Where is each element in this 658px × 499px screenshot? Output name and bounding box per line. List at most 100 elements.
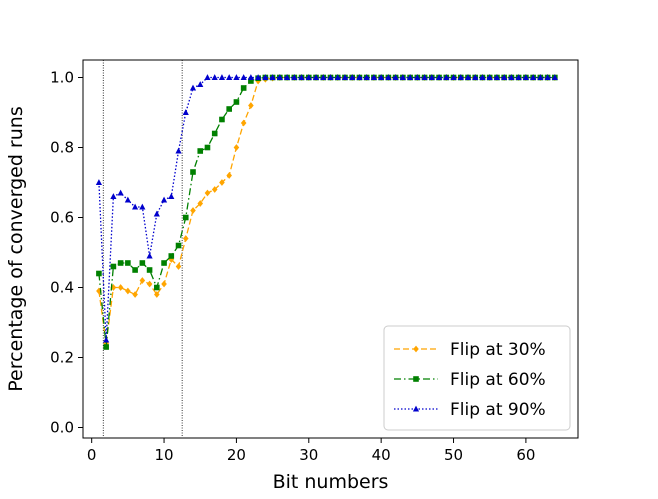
- data-point: [226, 74, 233, 81]
- series-1: [96, 74, 558, 347]
- data-point: [493, 74, 501, 81]
- data-point: [464, 74, 472, 81]
- data-point: [233, 99, 240, 105]
- data-point: [262, 74, 269, 81]
- data-point: [248, 78, 254, 84]
- data-point: [248, 102, 254, 109]
- data-point: [298, 74, 305, 81]
- data-point: [211, 186, 218, 193]
- data-point: [537, 74, 544, 81]
- data-point: [515, 74, 522, 81]
- data-point: [551, 74, 558, 81]
- series-line: [98, 76, 555, 348]
- data-point: [421, 74, 428, 81]
- data-point: [124, 196, 131, 203]
- data-point: [407, 74, 414, 81]
- y-axis-ticks: 0.0 0.2 0.4 0.6 0.8 1.0: [50, 69, 83, 437]
- reference-lines: [102, 60, 183, 438]
- data-point: [153, 210, 160, 217]
- y-tick-label: 1.0: [50, 69, 74, 87]
- data-point: [125, 260, 131, 266]
- legend-marker: [412, 405, 420, 412]
- data-point: [197, 81, 204, 88]
- data-point: [479, 74, 486, 81]
- series-line: [98, 76, 555, 344]
- data-point: [291, 74, 298, 81]
- data-point: [117, 260, 124, 266]
- data-point: [168, 193, 175, 200]
- data-point: [334, 74, 341, 81]
- data-point: [450, 74, 457, 81]
- data-point: [226, 172, 232, 179]
- data-point: [154, 291, 160, 298]
- data-point: [399, 74, 406, 81]
- data-point: [255, 74, 262, 81]
- x-axis-ticks: 0 10 20 30 40 50 60: [87, 438, 535, 464]
- y-axis-label: Percentage of converged runs: [5, 106, 27, 391]
- data-point: [160, 196, 168, 203]
- data-point: [219, 179, 225, 186]
- data-point: [240, 85, 247, 91]
- data-point: [96, 270, 102, 277]
- series-layer: [95, 74, 558, 350]
- data-point: [197, 148, 204, 154]
- x-tick-label: 30: [299, 446, 318, 464]
- data-point: [110, 193, 117, 200]
- data-point: [219, 116, 225, 123]
- data-point: [117, 189, 124, 196]
- data-point: [435, 74, 443, 81]
- x-tick-label: 40: [372, 446, 391, 464]
- data-point: [283, 74, 291, 81]
- data-point: [132, 203, 139, 210]
- data-point: [182, 214, 189, 221]
- data-point: [146, 252, 153, 259]
- legend-item: Flip at 90%: [394, 400, 546, 420]
- y-tick-label: 0.8: [50, 139, 74, 157]
- data-point: [132, 291, 138, 298]
- data-point: [154, 284, 160, 291]
- legend-label: Flip at 60%: [450, 370, 546, 390]
- data-point: [247, 74, 254, 81]
- data-point: [175, 242, 182, 249]
- y-tick-label: 0.4: [50, 279, 74, 297]
- data-point: [522, 74, 529, 81]
- data-point: [125, 287, 131, 295]
- data-point: [501, 74, 508, 81]
- data-point: [385, 74, 392, 81]
- data-point: [305, 74, 312, 81]
- data-point: [378, 74, 385, 81]
- data-point: [414, 74, 421, 81]
- data-point: [370, 74, 378, 81]
- data-point: [204, 144, 211, 151]
- data-point: [218, 74, 226, 81]
- legend-item: Flip at 30%: [394, 340, 546, 360]
- data-point: [190, 169, 196, 175]
- plot-frame: [82, 59, 579, 439]
- data-point: [233, 144, 240, 151]
- y-tick-label: 0.6: [50, 209, 74, 227]
- data-point: [392, 74, 399, 81]
- data-point: [204, 189, 211, 197]
- x-tick-label: 60: [516, 446, 535, 464]
- series-2: [96, 74, 558, 350]
- data-point: [189, 84, 197, 91]
- data-point: [175, 147, 182, 154]
- y-tick-label: 0.2: [50, 349, 74, 367]
- x-tick-label: 0: [87, 446, 97, 464]
- x-tick-label: 50: [444, 446, 463, 464]
- data-point: [182, 235, 189, 242]
- data-point: [139, 277, 146, 284]
- data-point: [486, 74, 493, 81]
- data-point: [190, 207, 196, 214]
- x-tick-label: 20: [227, 446, 246, 464]
- data-point: [363, 74, 370, 81]
- series-line: [98, 76, 555, 341]
- data-point: [146, 267, 153, 273]
- data-point: [472, 74, 479, 81]
- data-point: [182, 109, 189, 116]
- data-point: [312, 74, 320, 81]
- data-point: [341, 74, 349, 81]
- data-point: [233, 74, 240, 81]
- data-point: [327, 74, 334, 81]
